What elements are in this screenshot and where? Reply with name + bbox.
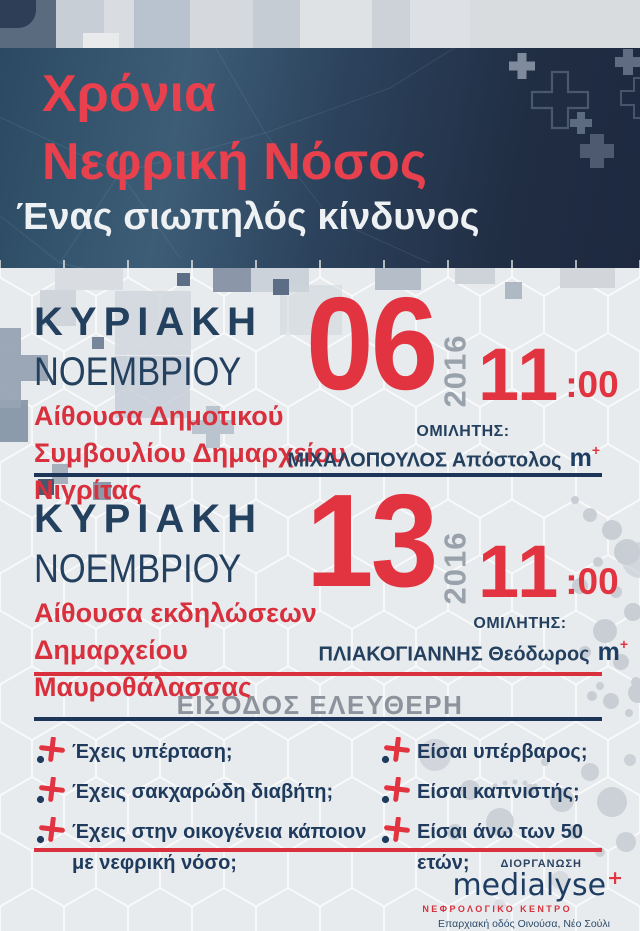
title-line2: Νεφρική Νόσος: [42, 133, 427, 191]
free-entry-text: ΕΙΣΟΔΟΣ ΕΛΕΥΘΕΡΗ: [176, 690, 464, 720]
checklist-item: Είσαι καπνιστής;: [381, 777, 631, 808]
checklist-item: Είσαι άνω των 50 ετών;: [381, 817, 631, 879]
event2-time: 11 :00: [478, 529, 619, 613]
plus-bullet-icon: [36, 737, 65, 764]
dot-cluster-upper: [571, 496, 640, 717]
hexagon-pattern: [0, 260, 640, 931]
separator-line-navy: [34, 717, 602, 721]
checklist-right-column: Είσαι υπέρβαρος; Είσαι καπνιστής; Είσαι …: [381, 737, 631, 879]
mesh-lines: [0, 48, 455, 268]
separator-line-red: [34, 672, 602, 676]
mosaic-squares: [0, 268, 615, 500]
plus-bullet-icon: [381, 817, 410, 844]
logo-plus-icon: +: [607, 867, 623, 889]
checklist-item: Είσαι υπέρβαρος;: [381, 737, 631, 768]
event1-day: ΚΥΡΙΑΚΗ: [34, 300, 264, 344]
event1-speaker-name: ΜΙΧΑΛΟΠΟΥΛΟΣ Απόστολος m+: [287, 442, 600, 473]
checklist-item-label: Έχεις στην οικογένεια κάποιον με νεφρική…: [72, 821, 367, 874]
separator-line-red: [34, 848, 602, 852]
corner-shape: [0, 0, 36, 28]
event2-month: ΝΟΕΜΒΡΙΟΥ: [34, 547, 242, 591]
event2-date-number: 13: [306, 467, 438, 614]
event1-time-hour: 11: [478, 332, 561, 416]
banner-decoration: [0, 48, 640, 268]
mosaic-block: [190, 0, 253, 48]
background-decoration: [0, 260, 640, 931]
checklist-item: Έχεις υπέρταση;: [36, 737, 376, 768]
event1-time-minutes: :00: [565, 364, 619, 405]
separator-line-navy: [34, 473, 602, 477]
mosaic-block: [134, 0, 190, 48]
mplus-brand-icon: m+: [597, 636, 628, 667]
organizer-label: ΔΙΟΡΓΑΝΩΣΗ: [500, 858, 582, 870]
event1-time: 11 :00: [478, 332, 619, 416]
mosaic-block: [83, 33, 119, 48]
plus-bullet-icon: [36, 817, 65, 844]
mosaic-block: [253, 0, 300, 48]
checklist-item-label: Είσαι καπνιστής;: [417, 781, 580, 803]
top-mosaic-strip: [0, 0, 640, 48]
mosaic-block: [410, 0, 470, 48]
plus-bullet-icon: [381, 777, 410, 804]
checklist-item-label: Έχεις σακχαρώδη διαβήτη;: [72, 781, 334, 803]
event2-venue: Αίθουσα εκδηλώσεων Δημαρχείου Μαυροθάλασ…: [34, 598, 317, 702]
organizer-block: ΔΙΟΡΓΑΝΩΣΗ medialyse+ ΝΕΦΡΟΛΟΓΙΚΟ ΚΕΝΤΡΟ…: [402, 858, 623, 931]
checklist-item-label: Έχεις υπέρταση;: [72, 741, 233, 763]
title-line1: Χρόνια: [42, 65, 216, 123]
mplus-brand-icon: m+: [569, 442, 600, 473]
checklist-item: Έχεις στην οικογένεια κάποιον με νεφρική…: [36, 817, 376, 879]
organizer-subtitle: ΝΕΦΡΟΛΟΓΙΚΟ ΚΕΝΤΡΟ: [422, 904, 572, 914]
event1-venue: Αίθουσα Δημοτικού Συμβουλίου Δημαρχείου …: [34, 401, 347, 505]
cross-decorations: [509, 49, 640, 168]
banner: Χρόνια Νεφρική Νόσος Ένας σιωπηλός κίνδυ…: [0, 48, 640, 268]
checklist-item: Έχεις σακχαρώδη διαβήτη;: [36, 777, 376, 808]
event2-time-minutes: :00: [565, 561, 619, 602]
organizer-address: Επαρχιακή οδός Οινούσα, Νέο Σούλι: [438, 918, 610, 930]
mosaic-block: [470, 0, 640, 48]
event1-speaker-label: ΟΜΙΛΗΤΗΣ:: [416, 423, 510, 440]
checklist-item-label: Είσαι υπέρβαρος;: [417, 741, 588, 763]
plus-bullet-icon: [36, 777, 65, 804]
event2-time-hour: 11: [478, 529, 561, 613]
plus-bullet-icon: [381, 737, 410, 764]
event1-date-number: 06: [306, 270, 438, 417]
cross-decorations: [0, 328, 234, 448]
event2-day: ΚΥΡΙΑΚΗ: [34, 497, 264, 541]
subtitle: Ένας σιωπηλός κίνδυνος: [16, 196, 480, 238]
dot-cluster-lower: [419, 739, 636, 911]
event1-month: ΝΟΕΜΒΡΙΟΥ: [34, 350, 242, 394]
event2-speaker-label: ΟΜΙΛΗΤΗΣ:: [473, 615, 567, 632]
checklist-item-label: Είσαι άνω των 50 ετών;: [417, 821, 584, 874]
medialyse-logo: medialyse+: [452, 867, 623, 903]
mosaic-block: [300, 0, 372, 48]
event2-speaker-name: ΠΛΙΑΚΟΓΙΑΝΝΗΣ Θεόδωρος m+: [318, 636, 628, 667]
checklist-left-column: Έχεις υπέρταση; Έχεις σακχαρώδη διαβήτη;…: [36, 737, 376, 879]
mosaic-block: [372, 0, 410, 48]
